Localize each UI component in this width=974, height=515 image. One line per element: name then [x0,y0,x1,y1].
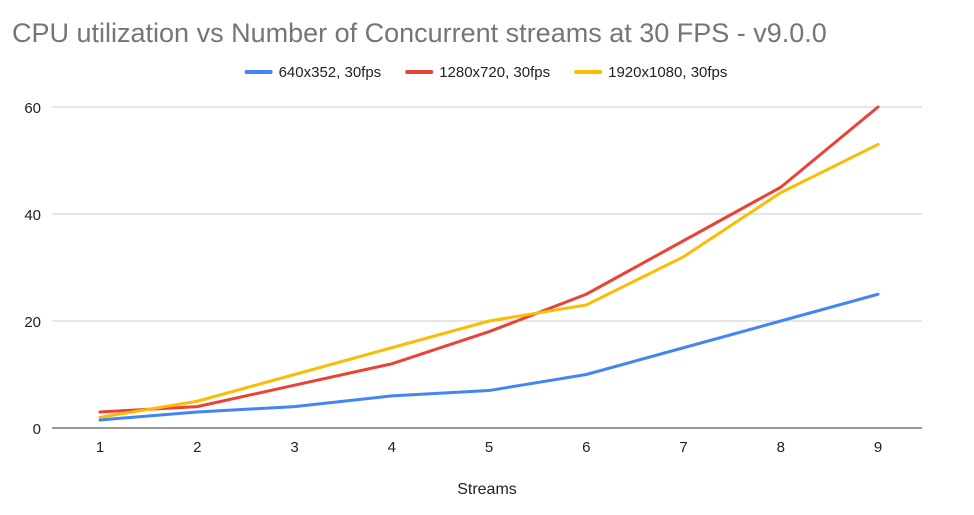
y-tick-label: 20 [24,314,41,331]
series-line-1 [98,292,880,422]
y-axis-ticks: 0 20 40 60 [24,100,41,438]
x-tick-label: 9 [874,439,882,456]
x-axis-label: Streams [457,481,517,498]
chart-title: CPU utilization vs Number of Concurrent … [12,18,827,48]
legend-entry-2: 1280x720, 30fps [405,64,550,81]
x-tick-label: 4 [388,439,396,456]
x-tick-label: 7 [679,439,687,456]
x-tick-label: 2 [193,439,201,456]
x-tick-label: 5 [485,439,493,456]
y-tick-label: 40 [24,207,41,224]
legend-entry-3: 1920x1080, 30fps [574,64,727,81]
x-tick-label: 1 [96,439,104,456]
grid-lines [52,106,922,322]
legend: 640x352, 30fps 1280x720, 30fps 1920x1080, … [244,64,727,81]
x-tick-label: 6 [582,439,590,456]
x-tick-label: 3 [290,439,298,456]
y-tick-label: 0 [33,421,41,438]
series-line-3 [98,142,880,419]
x-tick-label: 8 [777,439,785,456]
y-tick-label: 60 [24,100,41,117]
legend-label: 1920x1080, 30fps [608,64,727,81]
x-axis-ticks: 1 2 3 4 5 6 7 8 9 [96,439,882,456]
series-line-2 [98,105,880,414]
series-lines [98,105,880,422]
legend-label: 1280x720, 30fps [439,64,550,81]
legend-entry-1: 640x352, 30fps [244,64,382,81]
legend-label: 640x352, 30fps [279,64,382,81]
